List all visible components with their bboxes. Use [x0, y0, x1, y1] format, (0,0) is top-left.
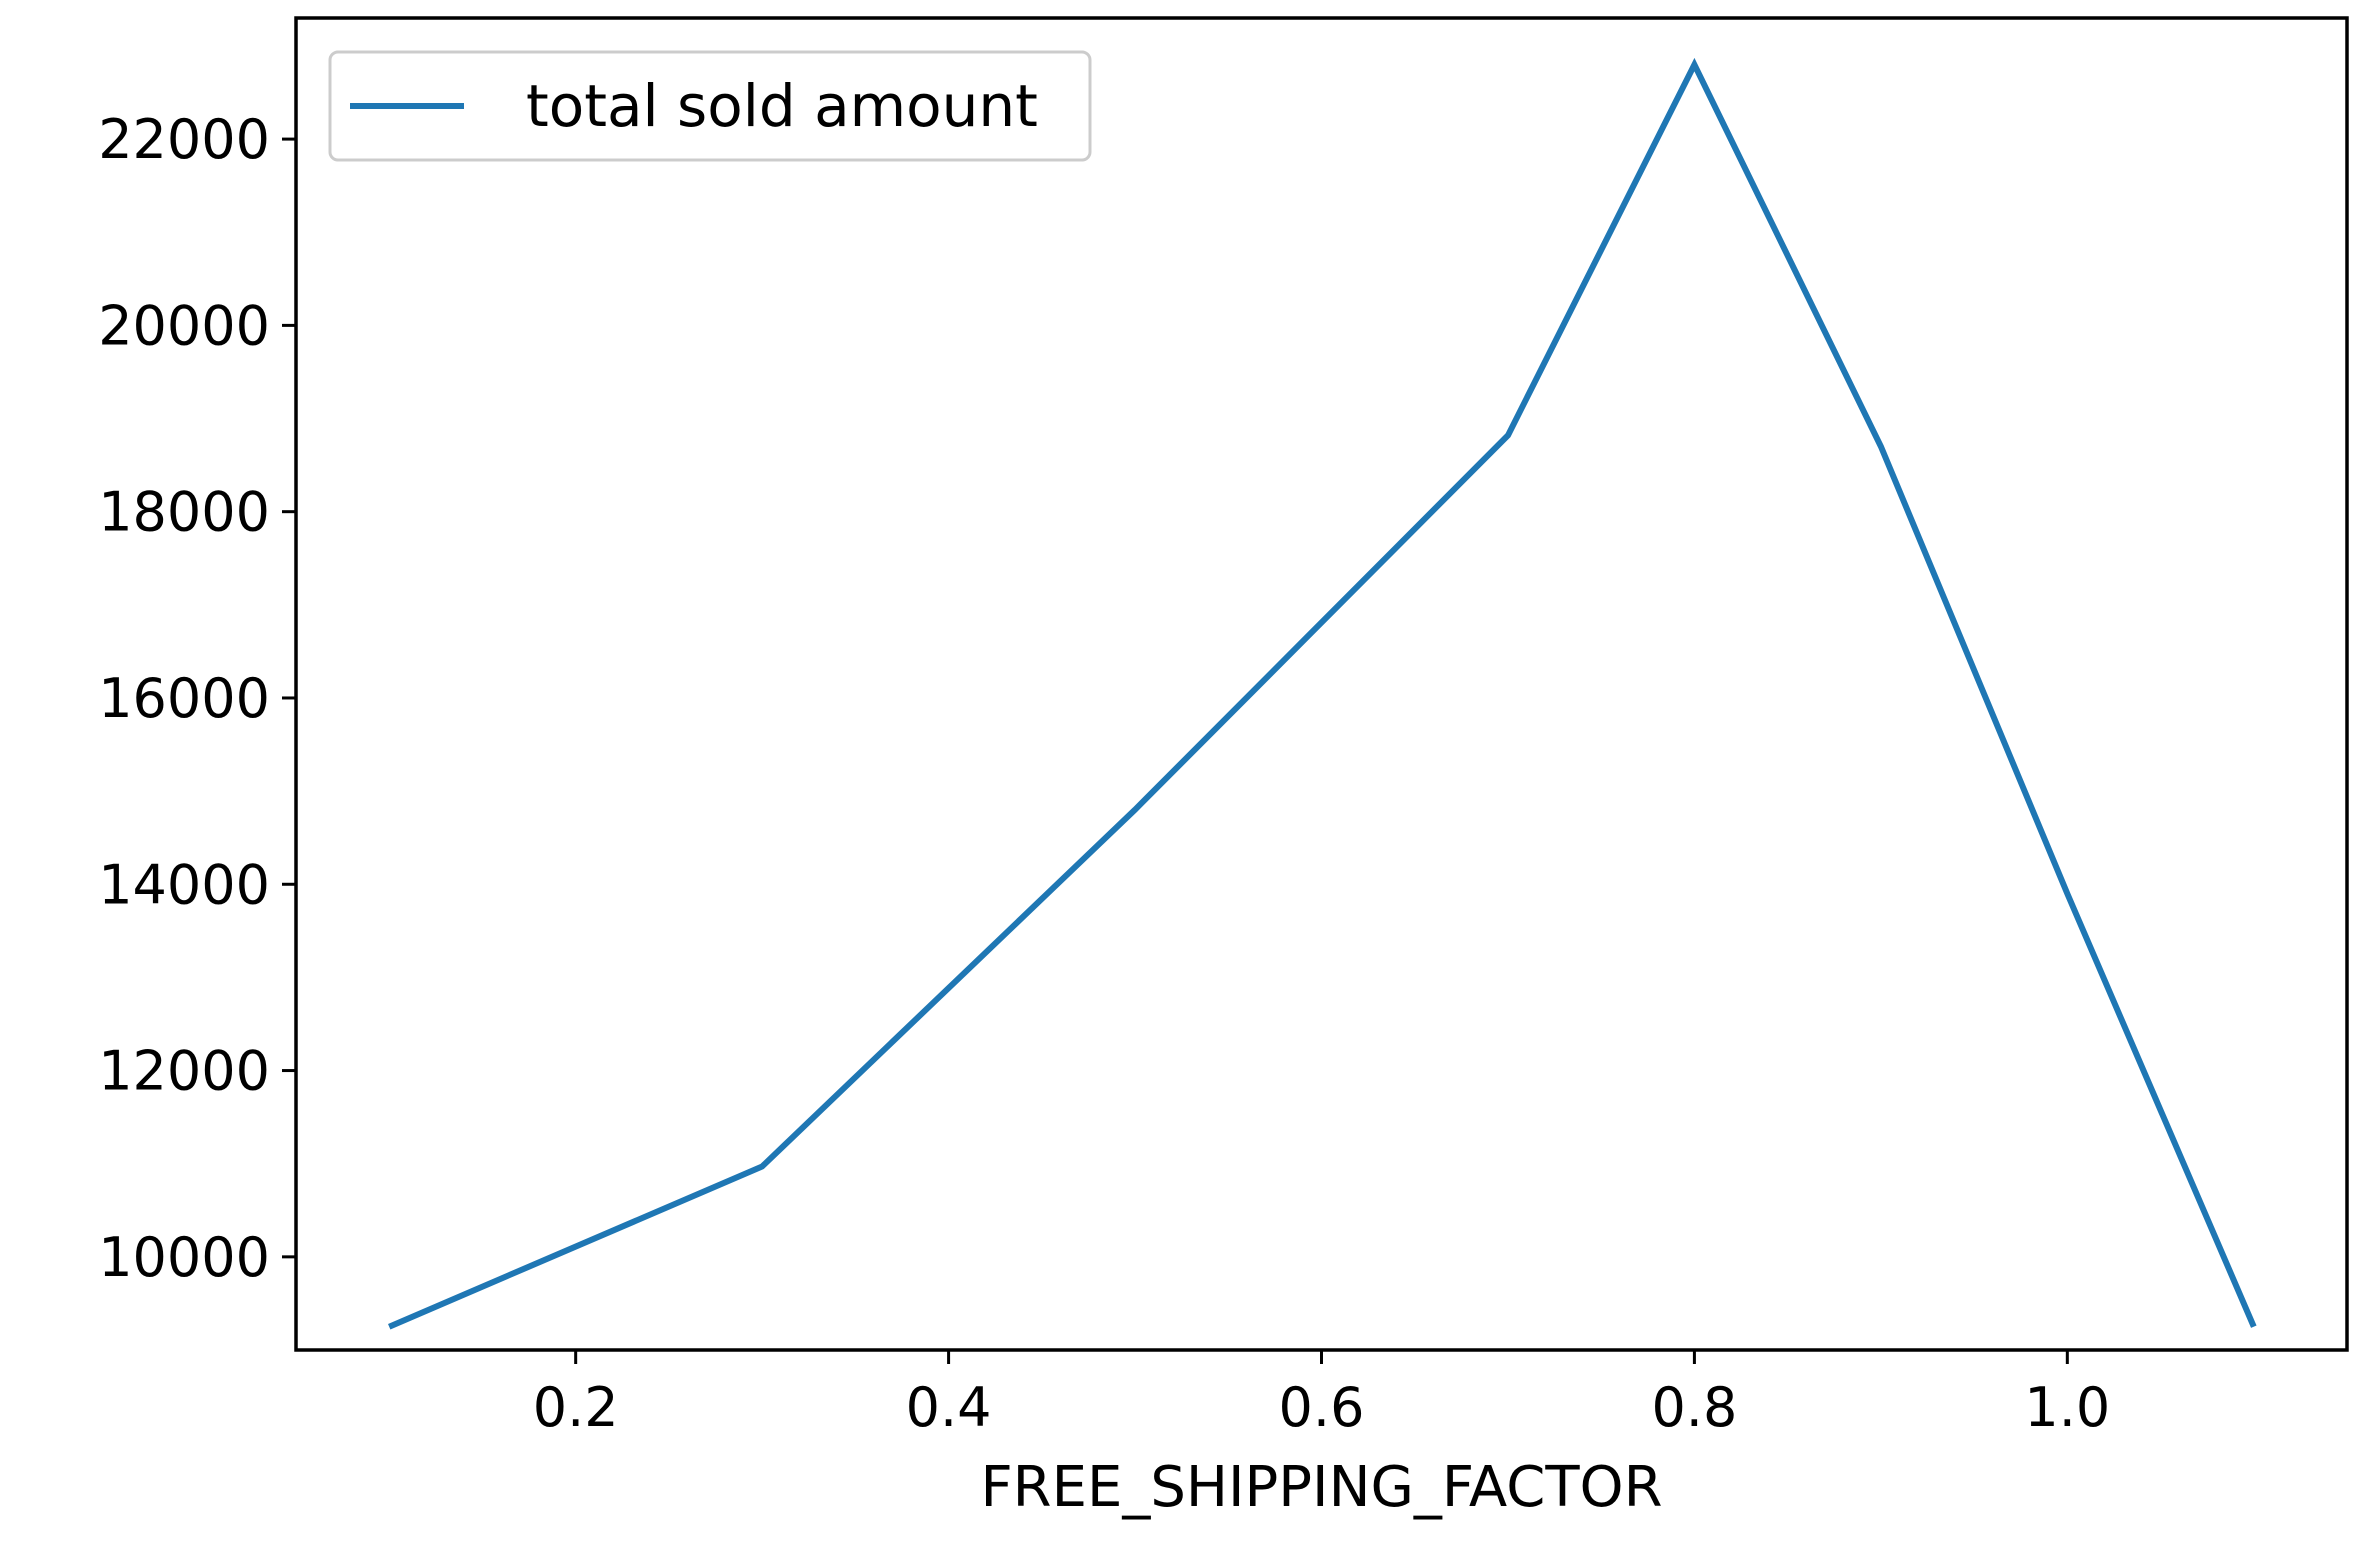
y-tick-label: 14000 [98, 853, 270, 916]
legend: total sold amount [328, 50, 1092, 162]
series-layer [388, 57, 2257, 1330]
y-tick-label: 16000 [98, 667, 270, 730]
legend-entry-label: total sold amount [526, 72, 1038, 140]
series-line-0 [388, 57, 2257, 1330]
y-tick-label: 12000 [98, 1040, 270, 1103]
x-axis: 0.2 0.4 0.6 0.8 1.0 [533, 1350, 2110, 1439]
x-tick-label: 0.6 [1279, 1376, 1365, 1439]
y-tick-label: 10000 [98, 1226, 270, 1289]
y-axis: 10000 12000 14000 16000 18000 20000 22000 [98, 108, 296, 1289]
legend-box [328, 50, 1092, 162]
x-tick-label: 0.2 [533, 1376, 619, 1439]
y-tick-label: 18000 [98, 481, 270, 544]
x-tick-label: 0.8 [1651, 1376, 1737, 1439]
y-tick-label: 22000 [98, 108, 270, 171]
x-tick-label: 1.0 [2024, 1376, 2110, 1439]
x-axis-label: FREE_SHIPPING_FACTOR [980, 1455, 1662, 1520]
y-tick-label: 20000 [98, 294, 270, 357]
x-tick-label: 0.4 [906, 1376, 992, 1439]
